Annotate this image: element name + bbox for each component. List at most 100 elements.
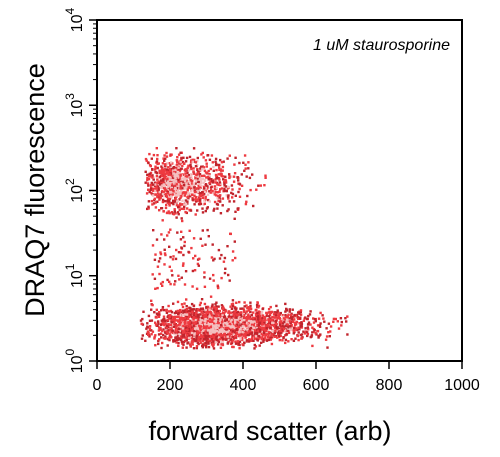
data-point bbox=[176, 338, 179, 341]
data-point bbox=[183, 182, 186, 185]
data-point bbox=[203, 174, 206, 178]
data-point bbox=[168, 212, 171, 215]
data-point bbox=[191, 343, 194, 346]
data-point bbox=[257, 322, 261, 325]
data-point bbox=[173, 208, 176, 211]
data-point bbox=[259, 330, 262, 333]
data-point bbox=[233, 217, 236, 220]
data-point bbox=[252, 326, 256, 329]
data-point bbox=[179, 310, 183, 314]
data-point bbox=[296, 334, 300, 338]
data-point bbox=[241, 332, 244, 336]
data-point bbox=[168, 193, 171, 197]
data-point bbox=[309, 310, 312, 313]
data-point bbox=[146, 182, 150, 185]
data-point bbox=[154, 323, 158, 326]
data-point bbox=[228, 327, 231, 330]
data-point bbox=[185, 313, 189, 316]
data-point bbox=[224, 328, 227, 331]
data-point bbox=[208, 173, 211, 176]
data-point bbox=[163, 169, 166, 173]
data-point bbox=[182, 343, 185, 346]
data-point bbox=[315, 333, 318, 336]
data-point bbox=[166, 234, 169, 237]
data-point bbox=[249, 301, 252, 304]
data-point bbox=[188, 229, 191, 232]
data-point bbox=[224, 267, 227, 270]
data-point bbox=[164, 163, 167, 166]
data-point bbox=[228, 173, 231, 176]
data-point bbox=[155, 147, 158, 150]
data-point bbox=[174, 180, 178, 183]
data-point bbox=[279, 325, 282, 328]
data-point bbox=[166, 278, 169, 282]
data-point bbox=[222, 322, 225, 326]
data-point bbox=[153, 337, 156, 340]
data-point bbox=[173, 332, 176, 335]
data-point bbox=[173, 178, 176, 182]
data-point bbox=[262, 323, 265, 326]
data-point bbox=[165, 326, 168, 329]
data-point bbox=[207, 339, 210, 342]
data-point bbox=[161, 198, 165, 202]
data-point bbox=[214, 303, 217, 306]
data-point bbox=[153, 181, 157, 184]
data-point bbox=[183, 313, 187, 316]
data-point bbox=[279, 311, 282, 315]
data-point bbox=[211, 190, 214, 193]
data-point bbox=[217, 305, 220, 308]
data-point bbox=[153, 335, 156, 339]
data-point bbox=[197, 188, 200, 191]
data-point bbox=[240, 317, 243, 320]
data-point bbox=[162, 333, 165, 337]
data-point bbox=[203, 315, 206, 318]
data-point bbox=[307, 328, 310, 331]
data-point bbox=[159, 328, 163, 331]
data-point bbox=[227, 311, 230, 314]
data-point bbox=[269, 317, 272, 320]
data-point bbox=[209, 180, 212, 183]
data-point bbox=[162, 315, 166, 318]
data-point bbox=[159, 184, 162, 188]
data-point bbox=[177, 153, 181, 156]
data-point bbox=[210, 333, 214, 336]
data-point bbox=[154, 171, 157, 174]
data-point bbox=[168, 280, 171, 283]
data-point bbox=[219, 318, 222, 321]
data-point bbox=[196, 315, 199, 318]
data-point bbox=[255, 303, 259, 307]
data-point bbox=[267, 323, 270, 327]
data-point bbox=[218, 190, 221, 193]
data-point bbox=[181, 219, 184, 223]
x-tick-label: 400 bbox=[230, 377, 257, 394]
data-point bbox=[297, 326, 300, 329]
data-point bbox=[199, 191, 202, 195]
data-point bbox=[215, 307, 218, 310]
data-point bbox=[201, 244, 204, 247]
data-point bbox=[215, 337, 218, 340]
data-point bbox=[187, 169, 191, 172]
data-point bbox=[219, 312, 222, 316]
data-point bbox=[193, 323, 196, 326]
data-point bbox=[344, 317, 347, 320]
data-point bbox=[173, 192, 176, 196]
data-point bbox=[239, 335, 242, 338]
data-point bbox=[191, 269, 195, 273]
data-point bbox=[209, 186, 213, 189]
data-point bbox=[248, 327, 252, 331]
data-point bbox=[311, 331, 314, 334]
data-point bbox=[175, 163, 179, 166]
data-point bbox=[204, 186, 208, 190]
data-points bbox=[139, 147, 349, 350]
data-point bbox=[216, 191, 220, 194]
data-point bbox=[164, 335, 167, 338]
data-point bbox=[242, 321, 245, 324]
data-point bbox=[243, 301, 246, 304]
data-point bbox=[224, 323, 227, 327]
data-point bbox=[248, 324, 251, 327]
data-point bbox=[265, 339, 269, 342]
data-point bbox=[314, 332, 317, 335]
data-point bbox=[284, 302, 287, 306]
data-point bbox=[205, 311, 208, 314]
data-point bbox=[205, 162, 208, 165]
